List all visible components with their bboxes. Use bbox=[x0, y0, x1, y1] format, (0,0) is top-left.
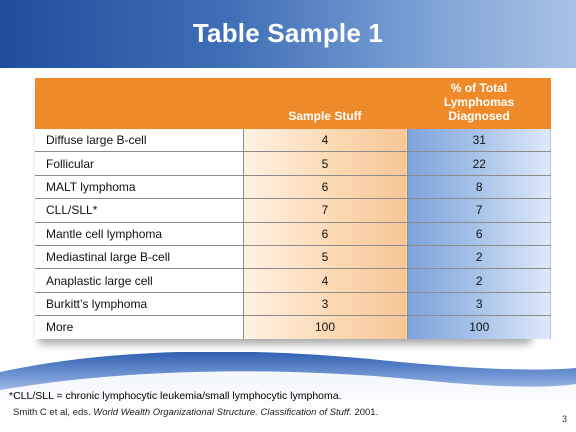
table-row: More 100 100 bbox=[35, 315, 551, 339]
row-sample-stuff-cell: 7 bbox=[243, 198, 408, 223]
row-name-cell: Anaplastic large cell bbox=[35, 268, 244, 293]
row-percent-cell: 8 bbox=[407, 175, 551, 200]
bottom-wave-decoration bbox=[0, 352, 576, 432]
table-header-row: Sample Stuff % of Total Lymphomas Diagno… bbox=[35, 78, 551, 129]
table-row: Diffuse large B-cell 4 31 bbox=[35, 129, 551, 153]
source-title: World Wealth Organizational Structure. C… bbox=[93, 407, 352, 418]
footnote-source: Smith C et al, eds. World Wealth Organiz… bbox=[13, 407, 378, 418]
table-body: Diffuse large B-cell 4 31 Follicular 5 22 MALT… bbox=[35, 129, 551, 339]
data-table-container: Sample Stuff % of Total Lymphomas Diagno… bbox=[35, 78, 551, 339]
row-sample-stuff-cell: 4 bbox=[243, 129, 408, 153]
header-cell-name bbox=[35, 78, 243, 129]
row-name-cell: Follicular bbox=[35, 151, 244, 176]
row-name-cell: Diffuse large B-cell bbox=[35, 129, 244, 153]
row-sample-stuff-cell: 5 bbox=[243, 245, 408, 270]
row-name-cell: Mediastinal large B-cell bbox=[35, 245, 244, 270]
table-row: Mantle cell lymphoma 6 6 bbox=[35, 222, 551, 246]
row-percent-cell: 7 bbox=[407, 198, 551, 223]
table-row: Mediastinal large B-cell 5 2 bbox=[35, 245, 551, 270]
row-percent-cell: 2 bbox=[407, 245, 551, 270]
table-row: Burkitt’s lymphoma 3 3 bbox=[35, 292, 551, 317]
data-table: Sample Stuff % of Total Lymphomas Diagno… bbox=[35, 78, 551, 339]
header-cell-sample-stuff: Sample Stuff bbox=[243, 78, 407, 129]
row-name-cell: CLL/SLL* bbox=[35, 198, 244, 223]
source-year: 2001. bbox=[351, 407, 379, 418]
row-name-cell: MALT lymphoma bbox=[35, 175, 244, 200]
header-line: Lymphomas bbox=[443, 95, 515, 109]
slide-title: Table Sample 1 bbox=[192, 18, 384, 48]
table-row: MALT lymphoma 6 8 bbox=[35, 175, 551, 200]
row-percent-cell: 2 bbox=[407, 268, 551, 293]
row-percent-cell: 100 bbox=[407, 315, 551, 339]
row-name-cell: Burkitt’s lymphoma bbox=[35, 292, 244, 317]
page-number: 3 bbox=[561, 414, 567, 424]
table-row: CLL/SLL* 7 7 bbox=[35, 198, 551, 223]
row-sample-stuff-cell: 3 bbox=[243, 292, 408, 317]
row-percent-cell: 3 bbox=[407, 292, 551, 317]
footnote-abbreviation: *CLL/SLL = chronic lymphocytic leukemia/… bbox=[9, 390, 342, 402]
row-sample-stuff-cell: 6 bbox=[243, 175, 408, 200]
table-row: Follicular 5 22 bbox=[35, 151, 551, 176]
header-cell-percent-lymphomas: % of Total Lymphomas Diagnosed bbox=[407, 78, 551, 129]
row-sample-stuff-cell: 4 bbox=[243, 268, 408, 293]
row-percent-cell: 6 bbox=[407, 222, 551, 246]
header-line: % of Total bbox=[450, 81, 508, 95]
row-percent-cell: 31 bbox=[407, 129, 551, 153]
row-sample-stuff-cell: 5 bbox=[243, 151, 408, 176]
header-line: Diagnosed bbox=[448, 109, 510, 123]
row-name-cell: More bbox=[35, 315, 244, 339]
title-bar bbox=[0, 0, 576, 68]
row-sample-stuff-cell: 100 bbox=[243, 315, 408, 339]
row-sample-stuff-cell: 6 bbox=[243, 222, 408, 246]
row-name-cell: Mantle cell lymphoma bbox=[35, 222, 244, 246]
source-prefix: Smith C et al, eds. bbox=[13, 407, 94, 418]
row-percent-cell: 22 bbox=[407, 151, 551, 176]
table-row: Anaplastic large cell 4 2 bbox=[35, 268, 551, 293]
